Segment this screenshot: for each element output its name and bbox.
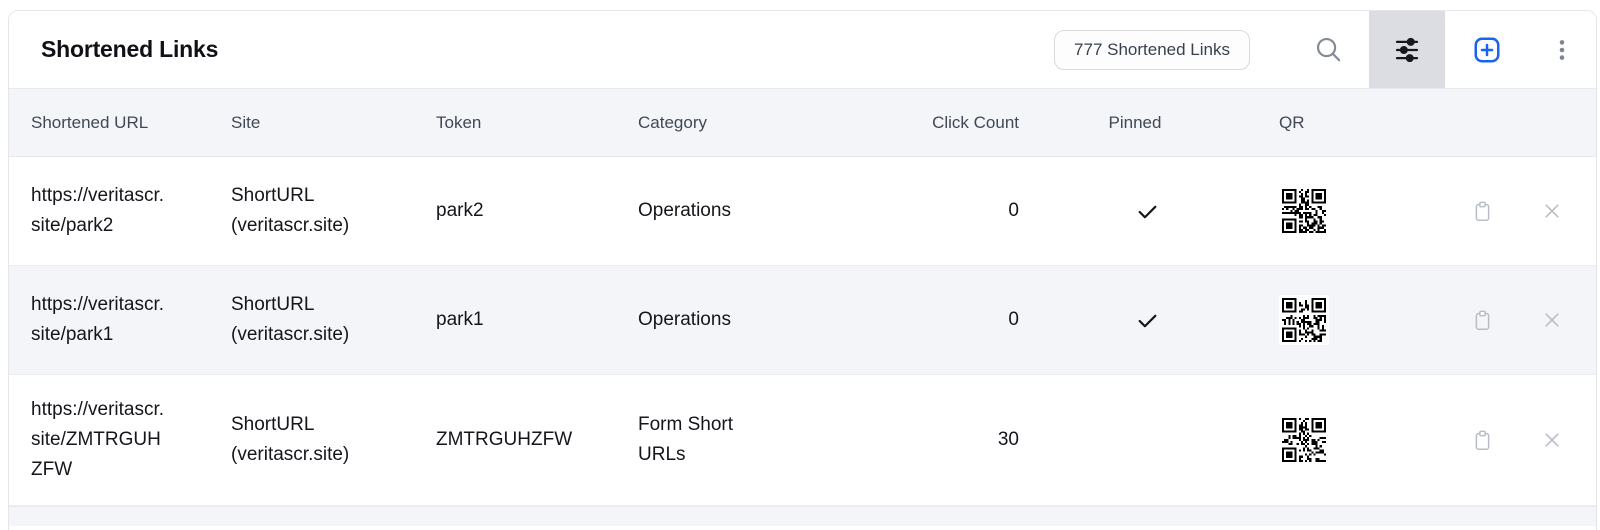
pinned-check-icon [1138,314,1156,327]
table-body: https://veritascr.site/park2 ShortURL (v… [9,157,1596,506]
search-icon [1316,37,1340,62]
cell-click-count: 0 [1008,200,1019,221]
cell-shortened-url: https://veritascr.site/park2 [31,185,165,236]
cell-actions [1415,306,1596,334]
cell-site: ShortURL (veritascr.site) [231,414,350,465]
copy-button[interactable] [1468,426,1496,454]
cell-qr [1275,186,1415,236]
delete-button[interactable] [1538,197,1566,225]
header-actions: 777 Shortened Links [1054,11,1596,88]
clipboard-icon [1475,310,1489,330]
cell-actions [1415,426,1596,454]
filter-button[interactable] [1369,11,1445,88]
cell-category: Form Short URLs [638,414,734,465]
filter-sliders-icon [1395,37,1419,62]
table-row: https://veritascr.site/park1 ShortURL (v… [9,266,1596,375]
cell-token: ZMTRGUHZFW [436,429,573,450]
column-header-token: Token [436,112,482,132]
cell-pinned [1019,428,1275,453]
table-row: https://veritascr.site/ZMTRGUHZFW ShortU… [9,375,1596,506]
close-icon [1545,313,1559,327]
cell-token: park2 [436,200,484,221]
cell-click-count: 30 [997,429,1019,450]
column-header-qr: QR [1279,112,1305,132]
more-menu-button[interactable] [1534,22,1590,78]
cell-token: park1 [436,309,484,330]
cell-actions [1415,197,1596,225]
cell-qr [1275,415,1415,465]
card-header: Shortened Links 777 Shortened Links [9,11,1596,89]
close-icon [1545,433,1559,447]
copy-button[interactable] [1468,197,1496,225]
cell-pinned [1019,199,1275,224]
pinned-check-icon [1138,205,1156,218]
delete-button[interactable] [1538,306,1566,334]
plus-square-icon [1474,37,1500,62]
qr-code[interactable] [1279,186,1329,236]
page-title: Shortened Links [41,36,219,62]
shortened-links-card: Shortened Links 777 Shortened Links [8,10,1597,530]
table-row: https://veritascr.site/park2 ShortURL (v… [9,157,1596,266]
cell-pinned [1019,308,1275,333]
search-button[interactable] [1300,22,1356,78]
copy-button[interactable] [1468,306,1496,334]
cell-category: Operations [638,200,731,221]
cell-category: Operations [638,309,731,330]
cell-site: ShortURL (veritascr.site) [231,185,350,236]
cell-site: ShortURL (veritascr.site) [231,294,350,345]
clipboard-icon [1475,430,1489,450]
cell-shortened-url: https://veritascr.site/park1 [31,294,165,345]
close-icon [1545,204,1559,218]
cell-qr [1275,295,1415,345]
cell-shortened-url: https://veritascr.site/ZMTRGUHZFW [31,399,165,480]
cell-click-count: 0 [1008,309,1019,330]
column-header-pinned: Pinned [1108,112,1162,132]
column-header-shortened-url: Shortened URL [31,112,149,132]
count-badge: 777 Shortened Links [1054,29,1250,70]
delete-button[interactable] [1538,426,1566,454]
add-link-button[interactable] [1459,22,1515,78]
kebab-menu-icon [1559,39,1565,60]
column-header-site: Site [231,112,261,132]
qr-code[interactable] [1279,295,1329,345]
column-header-category: Category [638,112,707,132]
table-row-partial [9,506,1596,526]
table-header: Shortened URL Site Token Category Click … [9,89,1596,157]
qr-code[interactable] [1279,415,1329,465]
column-header-click-count: Click Count [932,112,1019,132]
clipboard-icon [1475,201,1489,221]
